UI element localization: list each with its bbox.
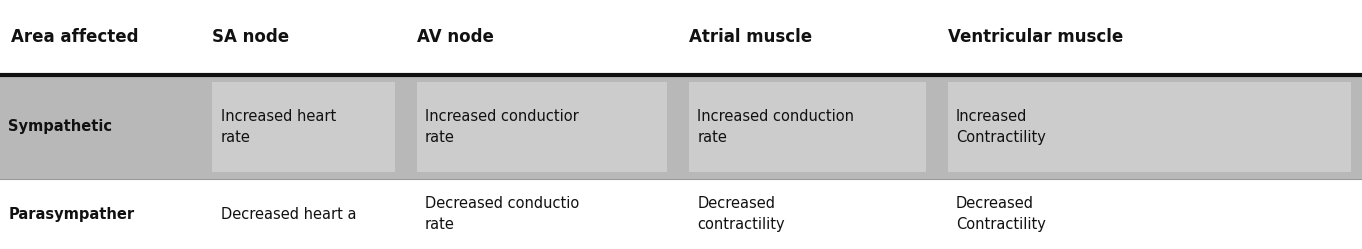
Bar xyxy=(0,0,1362,75)
Bar xyxy=(417,82,667,172)
Text: Decreased
contractility: Decreased contractility xyxy=(697,196,785,232)
Text: Sympathetic: Sympathetic xyxy=(8,120,112,134)
Text: Area affected: Area affected xyxy=(11,28,139,46)
Bar xyxy=(212,82,395,172)
Text: Increased
Contractility: Increased Contractility xyxy=(956,109,1046,145)
Text: Increased conductior
rate: Increased conductior rate xyxy=(425,109,579,145)
Text: Parasympather: Parasympather xyxy=(8,207,135,222)
Text: SA node: SA node xyxy=(212,28,290,46)
Text: Decreased conductio
rate: Decreased conductio rate xyxy=(425,196,579,232)
Bar xyxy=(0,179,1362,249)
Text: Decreased heart a: Decreased heart a xyxy=(221,207,355,222)
Bar xyxy=(948,82,1351,172)
Bar xyxy=(689,82,926,172)
Bar xyxy=(0,75,1362,179)
Text: Atrial muscle: Atrial muscle xyxy=(689,28,812,46)
Text: Ventricular muscle: Ventricular muscle xyxy=(948,28,1124,46)
Text: Increased heart
rate: Increased heart rate xyxy=(221,109,336,145)
Text: AV node: AV node xyxy=(417,28,493,46)
Text: Increased conduction
rate: Increased conduction rate xyxy=(697,109,854,145)
Text: Decreased
Contractility: Decreased Contractility xyxy=(956,196,1046,232)
